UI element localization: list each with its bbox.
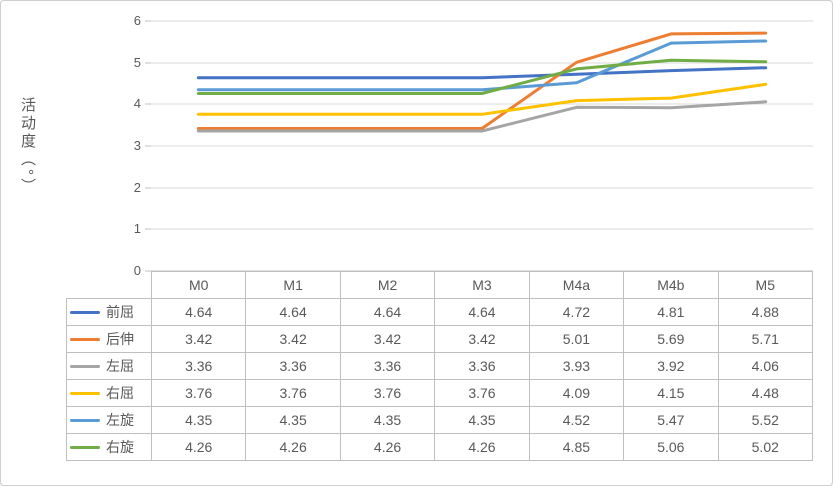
table-row: 左旋 4.35 4.35 4.35 4.35 4.52 5.47 5.52	[66, 406, 814, 434]
y-tick-label: 2	[133, 180, 141, 195]
y-tick-label: 6	[133, 13, 141, 28]
legend-label: 前屈	[106, 304, 134, 320]
y-axis-title: 活动度（°）	[19, 96, 36, 196]
value-cell: 3.93	[528, 352, 625, 380]
legend-key: 后伸	[68, 329, 151, 349]
value-cell: 4.26	[434, 433, 530, 461]
legend-cell: 右屈	[66, 379, 152, 407]
legend-label: 左屈	[106, 358, 134, 374]
legend-key: 右屈	[68, 383, 151, 403]
value-cell: 4.09	[528, 379, 625, 407]
value-cell: 3.42	[434, 325, 530, 353]
legend-label: 左旋	[106, 412, 134, 428]
value-cell: 3.36	[434, 352, 530, 380]
value-cell: 4.26	[150, 433, 247, 461]
column-header: M1	[245, 271, 341, 299]
y-tick-label: 3	[133, 138, 141, 153]
value-cell: 4.26	[339, 433, 436, 461]
value-cell: 3.42	[339, 325, 436, 353]
value-cell: 4.81	[623, 298, 719, 326]
value-cell: 4.26	[245, 433, 341, 461]
legend-line-swatch	[70, 418, 100, 422]
value-cell: 3.36	[339, 352, 436, 380]
value-cell: 5.69	[623, 325, 719, 353]
value-cell: 4.35	[150, 406, 247, 434]
legend-label: 后伸	[106, 331, 134, 347]
legend-cell: 后伸	[66, 325, 152, 353]
plot-area	[145, 20, 813, 272]
value-cell: 3.76	[150, 379, 247, 407]
value-cell: 5.01	[528, 325, 625, 353]
value-cell: 5.02	[717, 433, 814, 461]
legend-key: 左屈	[68, 356, 151, 376]
value-cell: 5.71	[717, 325, 814, 353]
column-header: M2	[339, 271, 436, 299]
value-cell: 4.88	[717, 298, 814, 326]
series-line-5	[196, 58, 768, 95]
value-cell: 4.64	[434, 298, 530, 326]
value-cell: 4.15	[623, 379, 719, 407]
y-tick-label: 0	[133, 263, 141, 278]
legend-line-swatch	[70, 391, 100, 395]
series-line-0	[196, 66, 768, 80]
data-table: M0 M1 M2 M3 M4a M4b M5 前屈 4.64 4.64 4.64 4.64 4.72 4.…	[66, 271, 814, 461]
value-cell: 3.36	[245, 352, 341, 380]
value-cell: 3.92	[623, 352, 719, 380]
value-cell: 4.72	[528, 298, 625, 326]
series-line-1	[196, 31, 768, 130]
y-tick-label: 5	[133, 55, 141, 70]
value-cell: 4.06	[717, 352, 814, 380]
table-row: 左屈 3.36 3.36 3.36 3.36 3.93 3.92 4.06	[66, 352, 814, 380]
legend-cell: 左屈	[66, 352, 152, 380]
legend-cell: 右旋	[66, 433, 152, 461]
legend-cell: 前屈	[66, 298, 152, 326]
value-cell: 4.48	[717, 379, 814, 407]
value-cell: 3.42	[150, 325, 247, 353]
value-cell: 4.64	[339, 298, 436, 326]
legend-label: 右屈	[106, 385, 134, 401]
column-header: M4a	[528, 271, 625, 299]
table-row: 右屈 3.76 3.76 3.76 3.76 4.09 4.15 4.48	[66, 379, 814, 407]
value-cell: 3.36	[150, 352, 247, 380]
value-cell: 5.47	[623, 406, 719, 434]
series-line-3	[196, 82, 768, 116]
legend-line-swatch	[70, 364, 100, 368]
column-header: M5	[717, 271, 814, 299]
y-tick-label: 4	[133, 96, 141, 111]
y-tick-label: 1	[133, 221, 141, 236]
column-header: M4b	[623, 271, 719, 299]
value-cell: 4.35	[339, 406, 436, 434]
legend-key: 前屈	[68, 302, 151, 322]
value-cell: 4.35	[434, 406, 530, 434]
series-line-2	[196, 100, 768, 133]
value-cell: 4.64	[150, 298, 247, 326]
value-cell: 4.52	[528, 406, 625, 434]
value-cell: 3.76	[245, 379, 341, 407]
value-cell: 4.85	[528, 433, 625, 461]
legend-label: 右旋	[106, 439, 134, 455]
value-cell: 3.76	[434, 379, 530, 407]
value-cell: 4.64	[245, 298, 341, 326]
table-row: 后伸 3.42 3.42 3.42 3.42 5.01 5.69 5.71	[66, 325, 814, 353]
column-header: M3	[434, 271, 530, 299]
legend-cell: 左旋	[66, 406, 152, 434]
legend-key: 右旋	[68, 437, 151, 457]
table-header-row: M0 M1 M2 M3 M4a M4b M5	[67, 271, 814, 299]
legend-line-swatch	[70, 337, 100, 341]
legend-line-swatch	[70, 445, 100, 449]
value-cell: 3.42	[245, 325, 341, 353]
legend-line-swatch	[70, 310, 100, 314]
table-row: 前屈 4.64 4.64 4.64 4.64 4.72 4.81 4.88	[66, 298, 814, 326]
value-cell: 3.76	[339, 379, 436, 407]
value-cell: 5.52	[717, 406, 814, 434]
value-cell: 5.06	[623, 433, 719, 461]
table-row: 右旋 4.26 4.26 4.26 4.26 4.85 5.06 5.02	[66, 433, 814, 461]
value-cell: 4.35	[245, 406, 341, 434]
column-header: M0	[150, 271, 247, 299]
legend-key: 左旋	[68, 410, 151, 430]
series-line-4	[196, 39, 768, 92]
